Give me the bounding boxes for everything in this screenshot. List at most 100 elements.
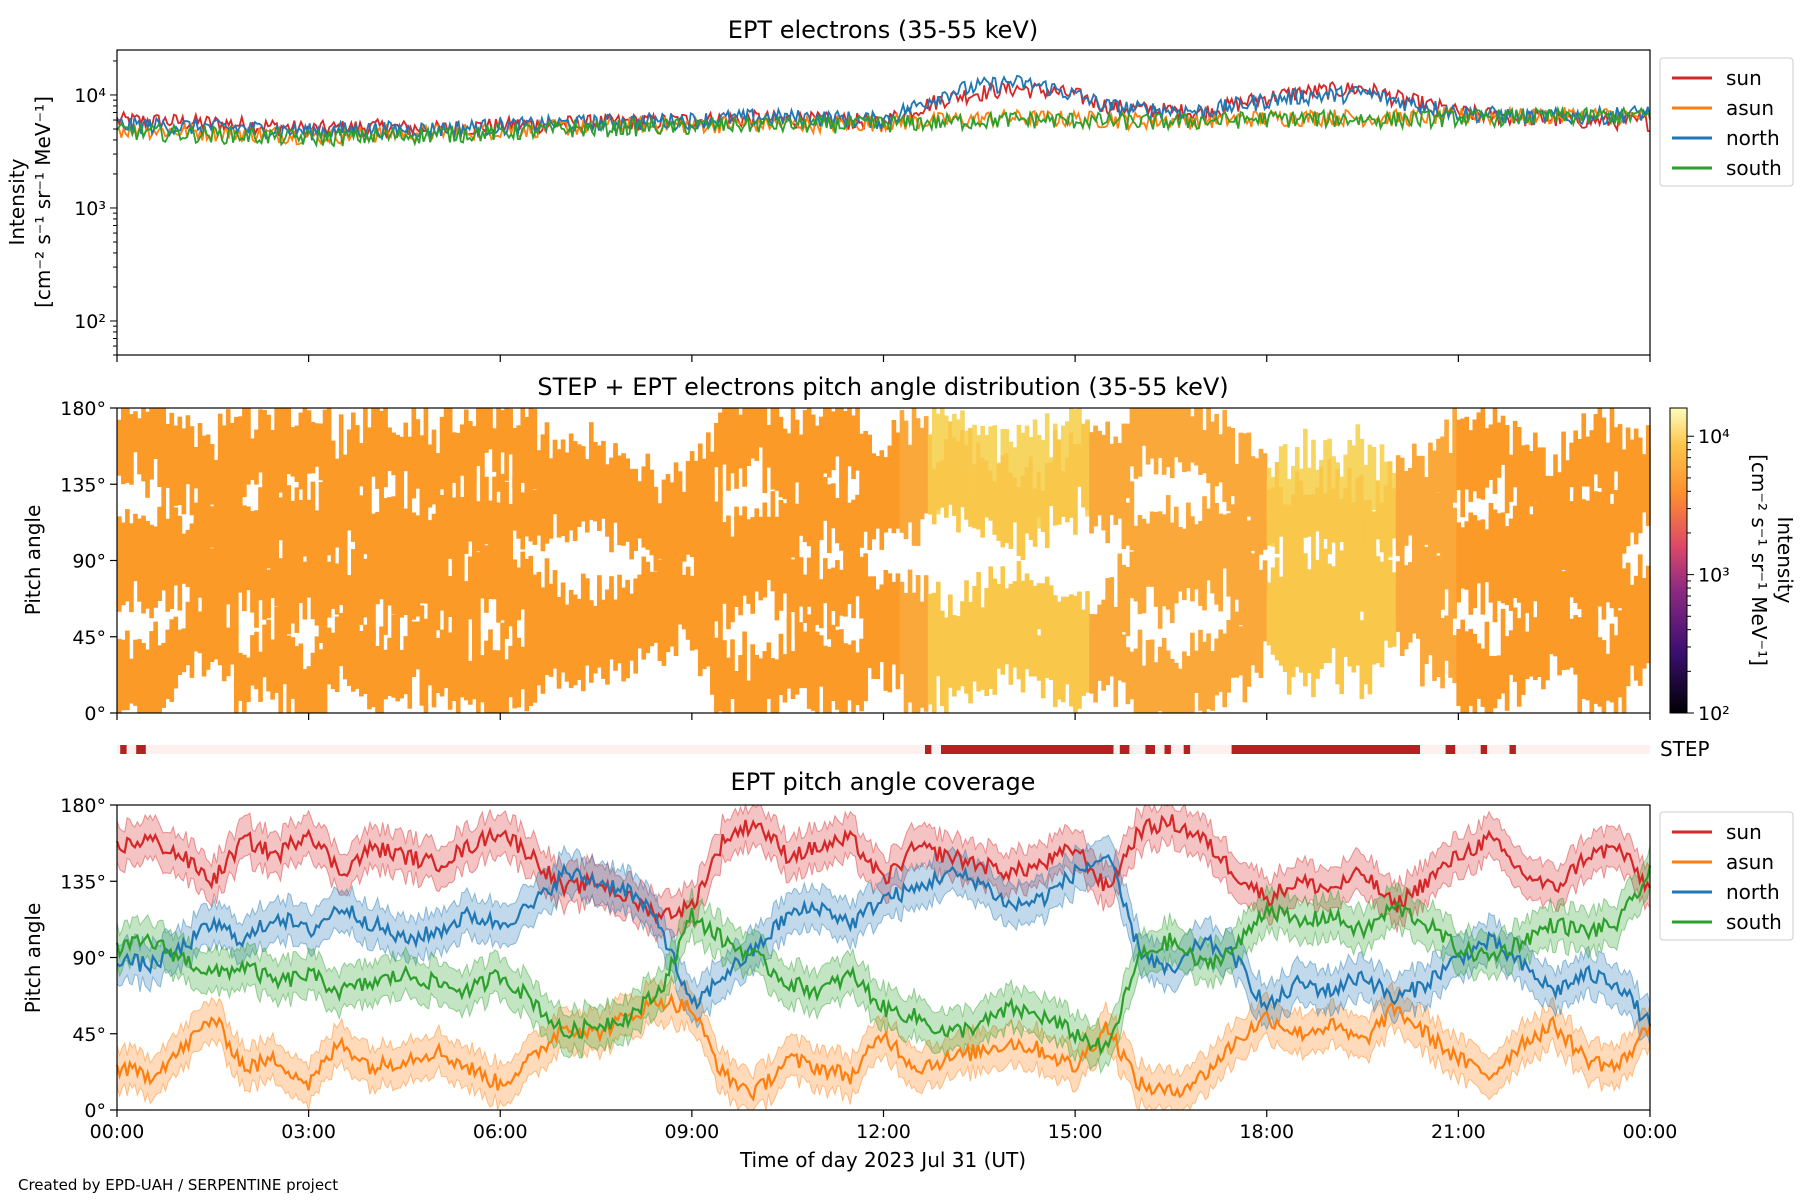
pad-heatmap-cell <box>1589 430 1595 488</box>
pad-heatmap-cell <box>1593 613 1599 704</box>
pad-heatmap-cell <box>1637 554 1643 649</box>
pad-heatmap-cell <box>1424 582 1429 664</box>
pad-heatmap-cell <box>794 610 800 695</box>
pad-heatmap-cell <box>1496 541 1502 601</box>
pad-heatmap-cell <box>197 611 203 654</box>
pad-heatmap-cell <box>1436 598 1441 677</box>
pad-heatmap-cell <box>1028 456 1034 540</box>
pad-heatmap-cell <box>742 506 747 587</box>
pad-heatmap-cell <box>371 543 376 641</box>
pad-heatmap-cell <box>1537 550 1542 627</box>
pad-heatmap-cell <box>415 621 421 670</box>
pad-x-ticks <box>116 713 1651 720</box>
pad-heatmap-cell <box>508 504 513 564</box>
pad-heatmap-cell <box>1524 631 1530 680</box>
pad-heatmap-cell <box>1254 496 1260 556</box>
pad-heatmap-cell <box>1044 413 1050 492</box>
pad-heatmap-cell <box>742 631 747 713</box>
pad-heatmap-cell <box>843 411 848 484</box>
pad-heatmap-cell <box>770 408 776 490</box>
pad-heatmap-cell <box>1198 521 1203 562</box>
pad-heatmap-cell <box>1411 497 1417 557</box>
pad-heatmap-cell <box>1274 557 1280 633</box>
pad-heatmap-cell <box>1637 468 1643 534</box>
pad-heatmap-cell <box>1613 635 1619 713</box>
pad-heatmap-cell <box>1165 408 1171 468</box>
pad-heatmap-cell <box>1222 633 1227 708</box>
pad-heatmap-cell <box>1484 428 1490 488</box>
pad-heatmap-cell <box>1549 507 1554 562</box>
pad-heatmap-cell <box>290 637 296 699</box>
pad-heatmap-cell <box>246 408 251 485</box>
pad-heatmap-cell <box>710 476 715 566</box>
step-period-bar <box>1509 745 1516 754</box>
pad-heatmap-cell <box>899 631 905 675</box>
pad-heatmap-cell <box>927 435 933 515</box>
pad-heatmap-cell <box>952 615 957 680</box>
coverage-legend: sun asun north south <box>1659 811 1794 941</box>
pad-heatmap-cell <box>310 548 316 620</box>
pad-heatmap-cell <box>488 629 493 713</box>
pad-heatmap-cell <box>149 545 154 619</box>
pad-heatmap-cell <box>1246 520 1252 562</box>
pad-heatmap-cell <box>512 618 517 709</box>
pad-heatmap-cell <box>633 585 639 674</box>
pad-heatmap-cell <box>1299 577 1304 673</box>
pad-heatmap-cell <box>968 602 973 676</box>
pad-heatmap-cell <box>1545 543 1550 629</box>
pad-heatmap-cell <box>233 626 239 713</box>
pad-heatmap-cell <box>1383 485 1389 568</box>
pad-heatmap-cell <box>1411 443 1417 524</box>
pad-heatmap-cell <box>1133 408 1139 479</box>
pad-heatmap-cell <box>1226 620 1232 693</box>
pad-heatmap-cell <box>1214 638 1219 696</box>
pad-heatmap-cell <box>516 466 522 539</box>
pad-heatmap-cell <box>875 462 881 529</box>
pad-heatmap-cell <box>387 497 392 559</box>
pad-heatmap-cell <box>1343 454 1349 510</box>
pad-heatmap-cell <box>1476 643 1482 699</box>
pad-heatmap-cell <box>447 408 453 496</box>
pad-heatmap-cells <box>117 408 1651 713</box>
pad-heatmap-cell <box>439 534 445 611</box>
pad-heatmap-cell <box>1129 481 1135 551</box>
pad-heatmap-cell <box>1016 486 1022 556</box>
pad-heatmap-cell <box>254 631 259 690</box>
pad-heatmap-cell <box>258 651 263 702</box>
pad-heatmap-cell <box>1016 630 1022 680</box>
pad-heatmap-cell <box>423 408 429 509</box>
pad-heatmap-cell <box>1182 528 1187 578</box>
pad-heatmap-cell <box>213 459 219 514</box>
pad-heatmap-cell <box>1488 424 1494 480</box>
pad-heatmap-cell <box>1424 497 1429 545</box>
pad-heatmap-cell <box>1359 520 1365 612</box>
pad-heatmap-cell <box>504 540 509 639</box>
pad-heatmap-cell <box>1573 615 1578 675</box>
pad-heatmap-cell <box>552 570 558 669</box>
pad-heatmap-cell <box>229 423 235 510</box>
pad-heatmap-cell <box>1407 578 1413 643</box>
pad-heatmap-cell <box>350 473 356 542</box>
pad-heatmap-cell <box>1294 471 1300 573</box>
pad-heatmap-cell <box>1105 444 1111 544</box>
pad-heatmap-cell <box>839 408 844 483</box>
pad-y-tick-label: 45° <box>72 627 106 649</box>
pad-heatmap-cell <box>250 438 255 481</box>
pad-heatmap-cell <box>1169 658 1175 713</box>
pad-heatmap-cell <box>350 637 356 692</box>
pad-heatmap-cell <box>871 576 877 638</box>
pad-heatmap-cell <box>157 408 162 487</box>
pad-heatmap-cell <box>778 527 784 611</box>
pad-heatmap-cell <box>302 482 308 557</box>
pad-heatmap-cell <box>560 582 566 650</box>
pad-heatmap-cell <box>197 423 203 522</box>
coverage-x-tick-label: 18:00 <box>1239 1121 1294 1143</box>
pad-heatmap-cell <box>540 450 546 552</box>
pad-heatmap-cell <box>262 480 267 576</box>
pad-heatmap-cell <box>1440 436 1445 521</box>
pad-heatmap-cell <box>863 621 868 702</box>
pad-heatmap-cell <box>1339 499 1344 542</box>
coverage-y-tick-label: 180° <box>60 795 106 817</box>
pad-heatmap-cell <box>964 629 969 694</box>
pad-heatmap-cell <box>185 601 191 666</box>
